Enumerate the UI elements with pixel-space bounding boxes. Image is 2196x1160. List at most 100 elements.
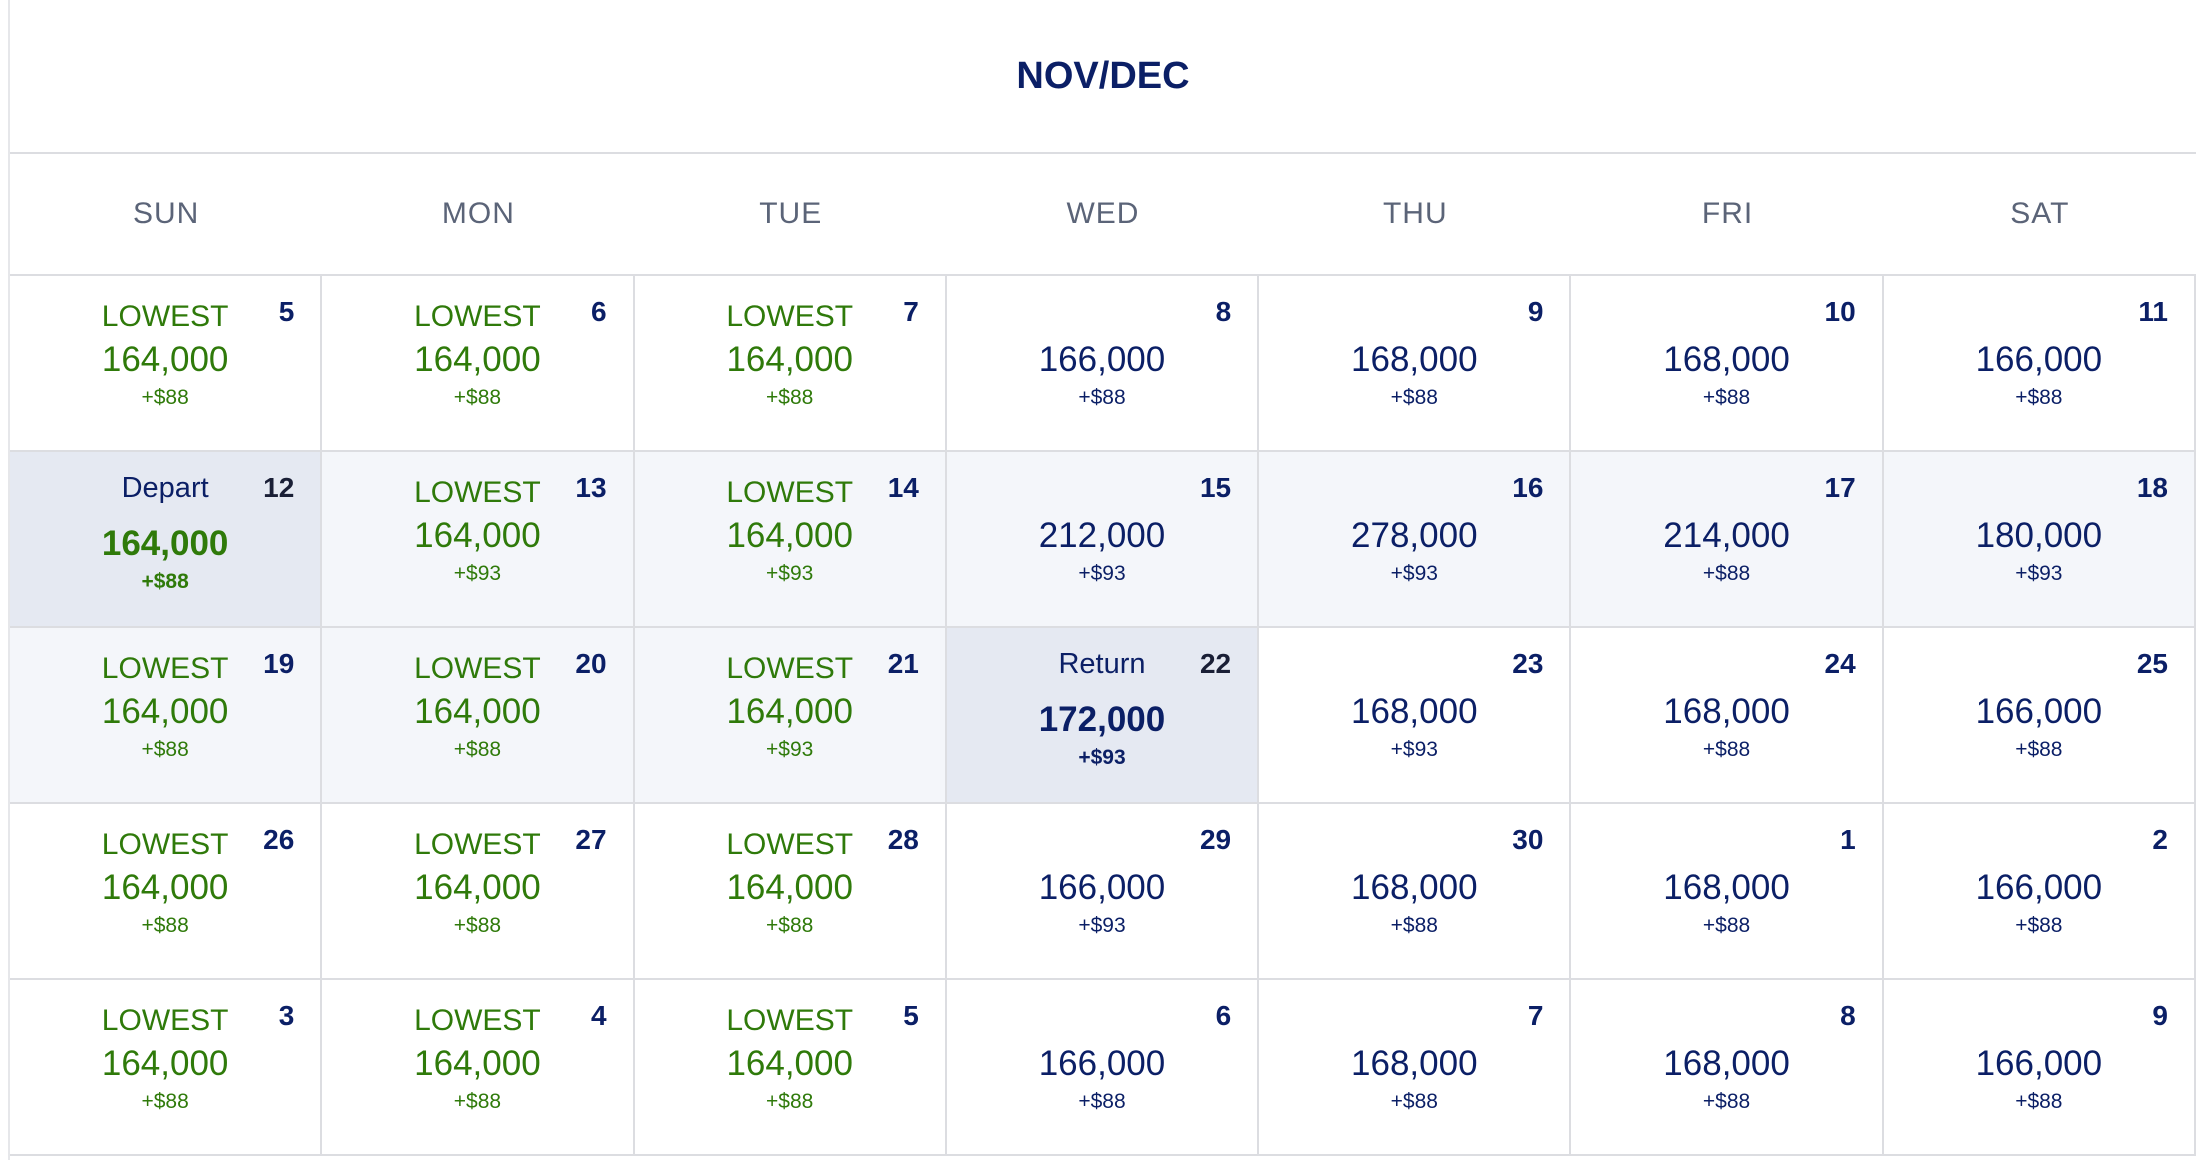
lowest-badge: LOWEST — [414, 1004, 541, 1037]
miles-price: 278,000 — [1351, 516, 1478, 555]
date-cell[interactable]: LOWEST 3 164,000 +$88 — [10, 980, 323, 1156]
taxes-fee: +$88 — [766, 386, 814, 409]
day-number: 7 — [903, 296, 919, 327]
taxes-fee: +$93 — [1390, 738, 1438, 761]
miles-price: 164,000 — [101, 524, 229, 563]
date-cell[interactable]: 1 168,000 +$88 — [1571, 804, 1884, 980]
taxes-fee: +$88 — [1078, 1090, 1126, 1113]
taxes-fee: +$93 — [766, 738, 814, 761]
miles-price: 164,000 — [414, 868, 541, 907]
miles-price: 166,000 — [1038, 340, 1166, 379]
date-cell[interactable]: LOWEST 20 164,000 +$88 — [322, 628, 635, 804]
date-cell[interactable]: 30 168,000 +$88 — [1259, 804, 1572, 980]
month-title: NOV/DEC — [10, 0, 2196, 154]
day-number: 26 — [263, 824, 295, 855]
taxes-fee: +$88 — [453, 1090, 502, 1113]
date-cell[interactable]: LOWEST 6 164,000 +$88 — [322, 276, 635, 452]
date-cell[interactable]: 7 168,000 +$88 — [1259, 980, 1572, 1156]
date-cell[interactable]: 2 166,000 +$88 — [1883, 804, 2196, 980]
date-cell[interactable]: LOWEST 13 164,000 +$93 — [322, 452, 635, 628]
taxes-fee: +$88 — [2015, 914, 2063, 937]
lowest-badge: LOWEST — [101, 652, 229, 685]
day-number: 13 — [575, 472, 607, 503]
miles-price: 166,000 — [1975, 1044, 2103, 1083]
day-number: 28 — [887, 824, 919, 855]
weekday-header: SUN MON TUE WED THU FRI SAT — [10, 154, 2196, 276]
day-number: 4 — [590, 1000, 607, 1031]
taxes-fee: +$88 — [2015, 386, 2063, 409]
day-number: 11 — [2138, 296, 2168, 327]
lowest-badge: LOWEST — [726, 828, 854, 861]
taxes-fee: +$93 — [1078, 914, 1126, 937]
miles-price: 168,000 — [1351, 692, 1478, 731]
lowest-badge: LOWEST — [101, 300, 229, 333]
day-number: 6 — [590, 296, 607, 327]
taxes-fee: +$88 — [1390, 914, 1438, 937]
date-cell-depart[interactable]: Depart 12 164,000 +$88 — [10, 452, 323, 628]
taxes-fee: +$88 — [1390, 1090, 1438, 1113]
taxes-fee: +$93 — [1078, 562, 1126, 585]
date-cell[interactable]: LOWEST 28 164,000 +$88 — [634, 804, 947, 980]
miles-price: 166,000 — [1975, 340, 2103, 379]
date-cell[interactable]: 17 214,000 +$88 — [1571, 452, 1884, 628]
weekday-fri: FRI — [1701, 197, 1754, 230]
day-number: 17 — [1824, 472, 1856, 503]
date-cell-return[interactable]: Return 22 172,000 +$93 — [946, 628, 1260, 804]
date-cell[interactable]: 6 166,000 +$88 — [946, 980, 1260, 1156]
date-cell[interactable]: LOWEST 5 164,000 +$88 — [634, 980, 947, 1156]
day-number: 22 — [1199, 648, 1232, 679]
taxes-fee: +$88 — [453, 914, 502, 937]
selection-label: Depart — [121, 472, 209, 504]
miles-price: 164,000 — [414, 1044, 541, 1083]
date-cell[interactable]: 25 166,000 +$88 — [1883, 628, 2196, 804]
date-cell[interactable]: LOWEST 21 164,000 +$93 — [634, 628, 947, 804]
date-cell[interactable]: 23 168,000 +$93 — [1259, 628, 1572, 804]
lowest-badge: LOWEST — [726, 300, 854, 333]
date-cell[interactable]: 18 180,000 +$93 — [1883, 452, 2196, 628]
weekday-wed: WED — [1066, 197, 1140, 230]
taxes-fee: +$88 — [766, 1090, 814, 1113]
day-number: 1 — [1840, 824, 1856, 855]
date-cell[interactable]: LOWEST 5 164,000 +$88 — [10, 276, 323, 452]
day-number: 9 — [2152, 1000, 2168, 1031]
date-cell[interactable]: 24 168,000 +$88 — [1571, 628, 1884, 804]
date-cell[interactable]: LOWEST 27 164,000 +$88 — [322, 804, 635, 980]
day-number: 2 — [2152, 824, 2168, 855]
date-cell[interactable]: 16 278,000 +$93 — [1259, 452, 1572, 628]
miles-price: 180,000 — [1975, 516, 2103, 555]
day-number: 6 — [1215, 1000, 1232, 1031]
taxes-fee: +$88 — [1390, 386, 1438, 409]
date-cell[interactable]: LOWEST 19 164,000 +$88 — [10, 628, 323, 804]
date-cell[interactable]: 29 166,000 +$93 — [946, 804, 1260, 980]
miles-price: 168,000 — [1351, 1044, 1478, 1083]
miles-price: 172,000 — [1038, 700, 1166, 739]
date-cell[interactable]: LOWEST 26 164,000 +$88 — [10, 804, 323, 980]
selection-label: Return — [1058, 648, 1146, 680]
weekday-sat: SAT — [2010, 197, 2070, 230]
miles-price: 164,000 — [726, 340, 853, 379]
date-cell[interactable]: 9 166,000 +$88 — [1883, 980, 2196, 1156]
date-cell[interactable]: 8 166,000 +$88 — [946, 276, 1260, 452]
lowest-badge: LOWEST — [101, 828, 229, 861]
miles-price: 164,000 — [101, 1044, 229, 1083]
date-cell[interactable]: 11 166,000 +$88 — [1883, 276, 2196, 452]
day-number: 10 — [1824, 296, 1856, 327]
taxes-fee: +$88 — [141, 914, 189, 937]
taxes-fee: +$93 — [1390, 562, 1438, 585]
miles-price: 164,000 — [414, 692, 541, 731]
day-number: 30 — [1512, 824, 1544, 855]
date-cell[interactable]: 8 168,000 +$88 — [1571, 980, 1884, 1156]
taxes-fee: +$88 — [1702, 386, 1751, 409]
date-cell[interactable]: LOWEST 14 164,000 +$93 — [634, 452, 947, 628]
taxes-fee: +$88 — [141, 1090, 189, 1113]
date-cell[interactable]: 15 212,000 +$93 — [946, 452, 1260, 628]
miles-price: 164,000 — [101, 868, 229, 907]
day-number: 7 — [1527, 1000, 1544, 1031]
day-number: 24 — [1824, 648, 1856, 679]
date-cell[interactable]: 9 168,000 +$88 — [1259, 276, 1572, 452]
date-cell[interactable]: LOWEST 7 164,000 +$88 — [634, 276, 947, 452]
miles-price: 168,000 — [1351, 868, 1478, 907]
date-cell[interactable]: 10 168,000 +$88 — [1571, 276, 1884, 452]
date-cell[interactable]: LOWEST 4 164,000 +$88 — [322, 980, 635, 1156]
taxes-fee: +$88 — [1702, 1090, 1751, 1113]
